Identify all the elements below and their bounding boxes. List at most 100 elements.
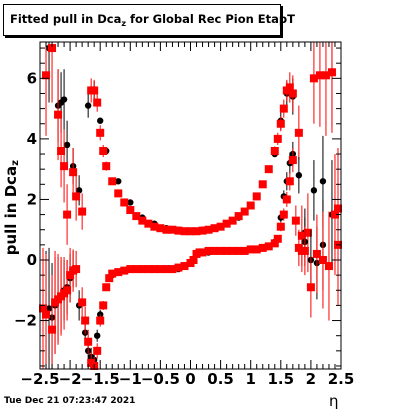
data-point: [174, 263, 183, 272]
data-point: [288, 89, 297, 98]
data-point: [198, 226, 207, 235]
series-red-lower: [39, 147, 342, 370]
x-tick-label: 0.5: [207, 370, 234, 388]
data-point: [97, 117, 104, 124]
y-tick-label: 6: [27, 69, 37, 87]
data-point: [84, 337, 93, 346]
data-point: [69, 168, 78, 177]
data-point: [234, 212, 243, 221]
data-point: [246, 201, 255, 210]
data-point: [72, 192, 81, 201]
data-point: [276, 222, 285, 231]
y-axis-label-main: pull in Dca: [2, 165, 20, 256]
data-point: [279, 210, 288, 219]
y-tick-label: 0: [27, 251, 37, 269]
data-point: [327, 68, 336, 77]
data-point: [108, 269, 117, 278]
data-point: [273, 134, 282, 143]
x-tick-label: 2: [306, 370, 316, 388]
data-point: [291, 216, 300, 225]
data-point: [264, 242, 273, 251]
y-tick-label: 4: [27, 130, 37, 148]
series-red-upper: [42, 42, 342, 306]
data-point: [93, 332, 101, 339]
data-point: [150, 265, 159, 274]
chart-title-box: Fitted pull in Dcaz for Global Rec Pion …: [3, 4, 295, 36]
data-point: [63, 286, 72, 295]
data-point: [127, 199, 134, 206]
data-point: [264, 165, 273, 174]
data-point: [150, 222, 159, 231]
data-point: [105, 274, 114, 283]
chart-title: Fitted pull in Dcaz for Global Rec Pion …: [10, 12, 295, 28]
data-point: [126, 265, 135, 274]
data-point: [273, 234, 282, 243]
data-point: [115, 178, 122, 185]
data-point: [168, 265, 177, 274]
data-point: [108, 177, 117, 186]
data-point: [138, 216, 147, 225]
data-point: [252, 245, 261, 254]
data-point: [144, 265, 153, 274]
data-point: [240, 207, 249, 216]
data-point: [222, 246, 231, 255]
data-point: [216, 222, 225, 231]
data-point: [204, 225, 213, 234]
data-point: [252, 192, 261, 201]
data-point: [114, 189, 123, 198]
data-point: [210, 246, 219, 255]
data-point: [174, 226, 183, 235]
x-tick-label: −2: [59, 370, 82, 388]
data-point: [222, 219, 231, 228]
data-point: [75, 187, 83, 194]
x-tick-label: 0: [185, 370, 195, 388]
data-point: [54, 110, 63, 119]
data-point: [204, 246, 213, 255]
data-point: [180, 227, 189, 236]
data-point: [312, 249, 321, 258]
data-point: [288, 156, 297, 165]
y-axis-label: pull in Dcaz: [2, 160, 21, 255]
timestamp: Tue Dec 21 07:23:47 2021: [4, 396, 136, 406]
data-point: [189, 256, 198, 264]
data-point: [156, 224, 165, 233]
data-point: [39, 304, 48, 313]
y-tick-label: 2: [27, 190, 37, 208]
data-point: [210, 224, 219, 233]
data-point: [63, 210, 72, 219]
data-point: [99, 301, 108, 310]
data-point: [198, 248, 207, 257]
data-point: [303, 228, 312, 237]
data-point: [102, 283, 111, 292]
y-axis-label-sub: z: [10, 160, 21, 166]
data-point: [315, 71, 324, 80]
data-point: [234, 246, 243, 255]
data-point: [319, 178, 327, 185]
data-point: [270, 147, 279, 155]
data-point: [78, 298, 87, 307]
data-point: [285, 177, 294, 186]
data-point: [240, 246, 249, 255]
data-point: [102, 162, 111, 171]
data-point: [156, 265, 165, 274]
x-tick-label: 2.5: [328, 370, 355, 388]
data-point: [144, 219, 153, 228]
data-point: [114, 268, 123, 277]
data-point: [84, 102, 92, 109]
data-point: [309, 74, 318, 83]
x-tick-label: 1: [245, 370, 255, 388]
chart-title-rest: for Global Rec Pion EtapT: [126, 12, 295, 26]
data-point: [78, 207, 87, 216]
data-point: [318, 256, 327, 264]
data-point: [132, 212, 141, 221]
x-tick-label: 1.5: [268, 370, 295, 388]
data-point: [132, 265, 141, 274]
data-point: [333, 204, 342, 213]
data-point: [72, 265, 81, 274]
data-point: [60, 162, 69, 171]
data-point: [228, 246, 237, 255]
data-point: [42, 71, 51, 80]
data-point: [282, 195, 291, 204]
